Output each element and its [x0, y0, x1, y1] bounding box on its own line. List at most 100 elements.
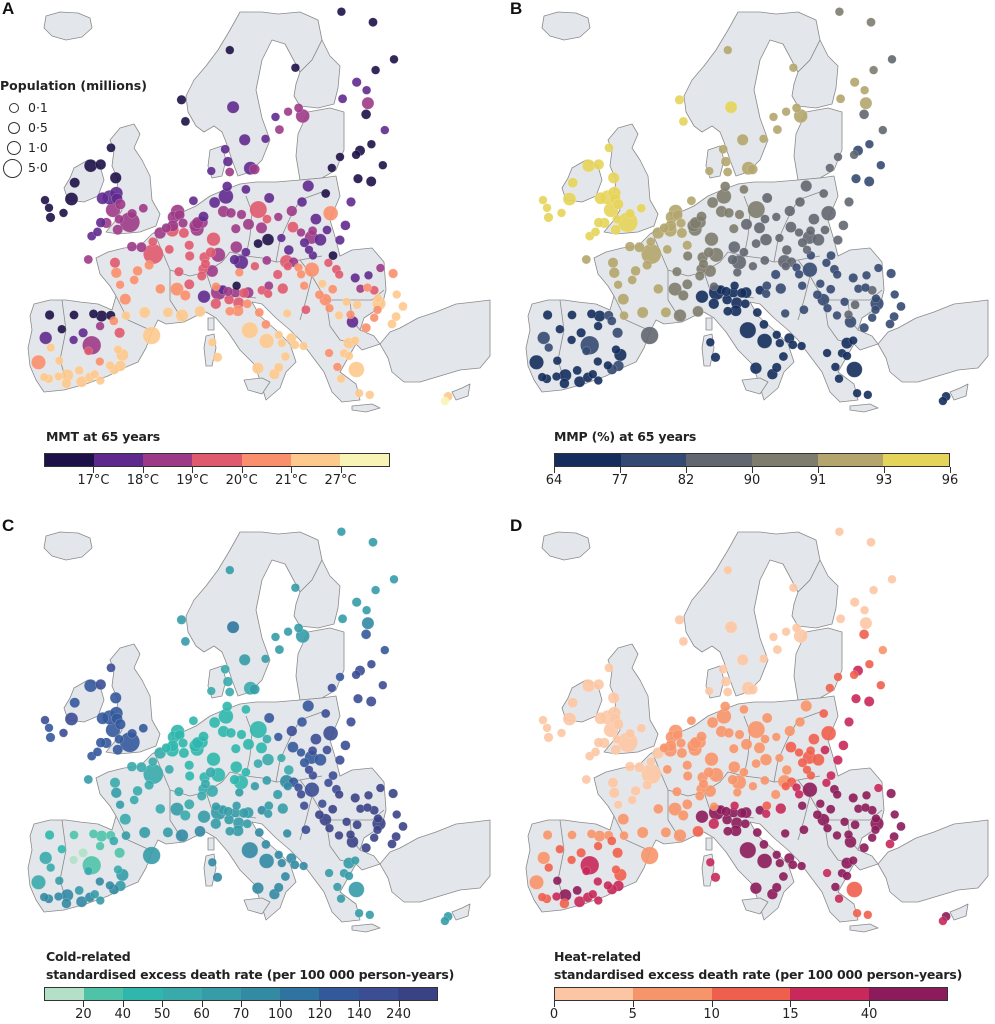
city-point — [721, 286, 732, 297]
city-point — [332, 362, 342, 372]
city-point — [682, 240, 693, 251]
city-point — [858, 109, 870, 120]
city-point — [283, 244, 294, 256]
city-point — [573, 895, 586, 908]
city-point — [250, 261, 260, 271]
city-point — [794, 716, 806, 728]
city-point — [619, 310, 629, 321]
city-point — [740, 218, 753, 231]
city-point — [322, 725, 339, 741]
color-bar — [554, 453, 950, 467]
city-point — [88, 829, 99, 839]
city-point — [273, 882, 284, 893]
color-bar-tick — [686, 467, 687, 473]
city-point — [277, 858, 287, 868]
city-point — [272, 269, 283, 280]
color-bar — [44, 987, 438, 1001]
city-point — [148, 236, 158, 247]
city-point — [642, 260, 653, 271]
city-point — [832, 789, 842, 800]
city-point — [277, 803, 289, 815]
city-point — [196, 790, 207, 801]
city-point — [736, 807, 748, 819]
city-point — [371, 65, 381, 75]
city-point — [832, 269, 842, 280]
city-point — [249, 720, 268, 739]
city-point — [299, 341, 309, 351]
city-point — [559, 378, 570, 389]
city-point — [368, 17, 378, 27]
city-point — [646, 756, 656, 767]
city-point — [869, 65, 879, 75]
city-point — [261, 839, 271, 850]
city-point — [346, 196, 356, 207]
city-point — [709, 281, 719, 292]
city-point — [44, 203, 54, 213]
city-point — [718, 144, 728, 154]
city-point — [113, 865, 123, 875]
city-point — [334, 755, 345, 766]
city-point — [630, 265, 641, 277]
color-bar-bin — [201, 988, 242, 1000]
city-point — [198, 731, 209, 742]
city-point — [797, 757, 808, 768]
city-point — [863, 910, 873, 920]
city-point — [781, 244, 792, 256]
city-point — [840, 297, 850, 307]
city-point — [640, 326, 659, 345]
city-point — [863, 390, 873, 400]
size-circle-icon — [8, 122, 20, 134]
city-point — [242, 218, 255, 231]
city-point — [822, 823, 833, 833]
city-point — [238, 807, 250, 819]
city-point — [378, 680, 388, 690]
city-point — [849, 670, 859, 680]
city-point — [249, 683, 260, 695]
city-point — [301, 304, 311, 315]
city-point — [304, 782, 320, 798]
city-point — [64, 192, 79, 206]
city-point — [241, 704, 251, 715]
city-point — [686, 715, 697, 726]
city-point — [659, 222, 670, 233]
city-point — [636, 306, 649, 319]
city-point — [180, 636, 191, 647]
city-point — [852, 908, 862, 918]
city-point — [78, 847, 89, 858]
city-point — [825, 804, 836, 814]
city-point — [627, 275, 637, 285]
city-point — [797, 341, 807, 351]
color-bar-bin — [94, 454, 144, 466]
city-point — [538, 195, 548, 205]
city-point — [225, 306, 235, 316]
city-point — [334, 235, 345, 246]
city-point — [797, 861, 807, 871]
city-point — [567, 855, 577, 865]
city-point — [345, 830, 356, 840]
city-point — [121, 830, 131, 841]
city-point — [178, 218, 188, 229]
city-point — [859, 96, 873, 110]
city-point — [788, 340, 798, 350]
city-point — [543, 732, 554, 743]
city-point — [302, 700, 315, 712]
color-bar-tick — [93, 467, 95, 473]
city-point — [727, 774, 738, 785]
city-point — [686, 195, 697, 206]
city-point — [162, 307, 174, 318]
city-point — [114, 734, 124, 744]
city-point — [241, 247, 251, 257]
city-point — [39, 851, 53, 865]
city-point — [176, 94, 187, 105]
city-point — [175, 309, 189, 323]
city-point — [593, 321, 603, 331]
city-point — [83, 346, 93, 356]
city-point — [334, 269, 344, 280]
color-bar-ticks: 20 40 50 60 70 100 120 140 240 — [44, 1001, 438, 1023]
city-point — [296, 747, 306, 758]
city-point — [336, 7, 346, 17]
color-bar-bin — [241, 988, 281, 1000]
city-point — [849, 77, 860, 88]
city-point — [170, 802, 184, 816]
city-point — [138, 826, 151, 839]
